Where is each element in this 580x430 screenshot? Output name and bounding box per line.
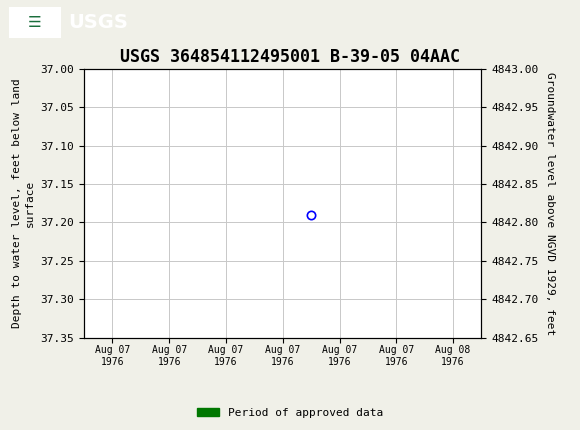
Text: USGS 364854112495001 B-39-05 04AAC: USGS 364854112495001 B-39-05 04AAC <box>120 48 460 66</box>
Text: ☰: ☰ <box>28 15 42 30</box>
Y-axis label: Depth to water level, feet below land
surface: Depth to water level, feet below land su… <box>12 78 35 328</box>
Legend: Period of approved data: Period of approved data <box>193 403 387 422</box>
Text: USGS: USGS <box>68 13 128 32</box>
Y-axis label: Groundwater level above NGVD 1929, feet: Groundwater level above NGVD 1929, feet <box>545 71 555 335</box>
FancyBboxPatch shape <box>9 7 61 38</box>
